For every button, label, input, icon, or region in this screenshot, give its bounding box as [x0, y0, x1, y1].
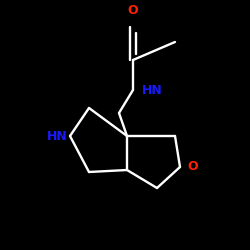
Text: HN: HN — [47, 130, 68, 142]
Text: O: O — [188, 160, 198, 173]
Text: HN: HN — [142, 84, 163, 96]
Text: O: O — [128, 4, 138, 17]
